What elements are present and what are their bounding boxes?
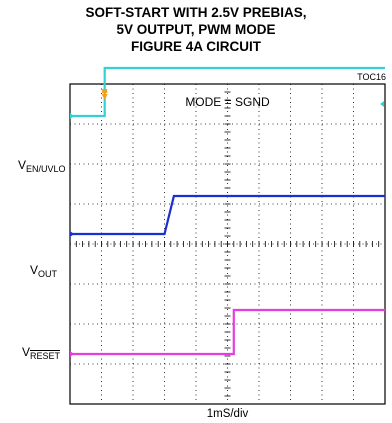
- trace-label-vreset: VRESET: [22, 345, 61, 361]
- trace-reset: [70, 308, 385, 356]
- trigger-position-marker: [102, 89, 108, 93]
- x-scale-label: 1mS/div: [207, 408, 249, 420]
- trace-label-en-uvlo: VEN/UVLO: [18, 158, 66, 174]
- chart-title-line-2: 5V OUTPUT, PWM MODE: [116, 22, 276, 37]
- mode-annotation: MODE = SGND: [185, 95, 270, 109]
- trigger-position-arrow: [101, 94, 108, 100]
- chart-title-line-1: SOFT-START WITH 2.5V PREBIAS,: [85, 5, 307, 20]
- trigger-level-marker: [380, 101, 384, 107]
- chart-title-line-3: FIGURE 4A CIRCUIT: [130, 39, 261, 54]
- figure-code: TOC16: [357, 72, 386, 82]
- ground-marker-out: [70, 231, 74, 237]
- ground-marker-en: [70, 113, 74, 119]
- trace-out: [70, 194, 385, 236]
- ground-marker-reset: [70, 351, 74, 357]
- trace-label-vout: VOUT: [30, 263, 58, 279]
